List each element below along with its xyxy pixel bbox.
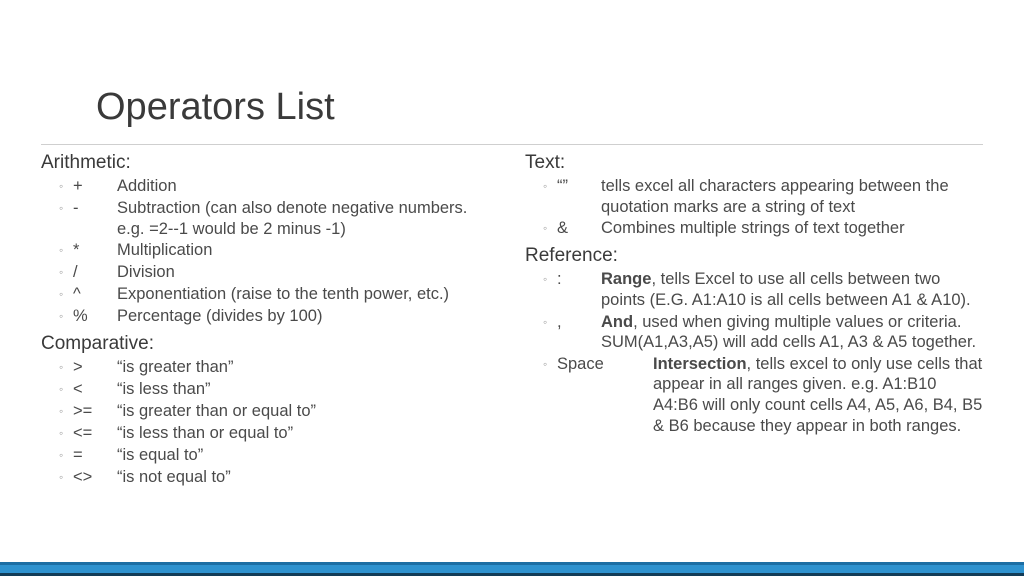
operator-rest: , used when giving multiple values or cr… xyxy=(601,313,976,352)
operator-symbol: * xyxy=(73,240,117,261)
operator-symbol: , xyxy=(557,312,601,333)
bullet-icon: ◦ xyxy=(59,379,73,400)
operator-symbol: <= xyxy=(73,423,117,444)
operator-desc: Subtraction (can also denote negative nu… xyxy=(117,198,499,239)
right-column: Text: ◦“”tells excel all characters appe… xyxy=(525,150,983,489)
operator-bold: Range xyxy=(601,270,651,288)
operator-symbol: / xyxy=(73,262,117,283)
operator-desc: “is less than or equal to” xyxy=(117,423,499,444)
bullet-icon: ◦ xyxy=(59,176,73,197)
operator-desc: Intersection, tells excel to only use ce… xyxy=(653,354,983,437)
operator-symbol: & xyxy=(557,218,601,239)
operator-symbol: = xyxy=(73,445,117,466)
bullet-icon: ◦ xyxy=(59,306,73,327)
section-text: Text: ◦“”tells excel all characters appe… xyxy=(525,152,983,239)
bullet-icon: ◦ xyxy=(543,354,557,375)
operator-desc: tells excel all characters appearing bet… xyxy=(601,176,983,217)
operator-desc: Combines multiple strings of text togeth… xyxy=(601,218,983,239)
bullet-icon: ◦ xyxy=(59,240,73,261)
footer-accent-bar xyxy=(0,562,1024,576)
list-item: ◦%Percentage (divides by 100) xyxy=(41,306,499,327)
section-comparative: Comparative: ◦>“is greater than” ◦<“is l… xyxy=(41,333,499,488)
bullet-icon: ◦ xyxy=(59,198,73,219)
section-heading: Arithmetic: xyxy=(41,152,499,174)
slide: Operators List Arithmetic: ◦+Addition ◦-… xyxy=(0,0,1024,576)
operator-symbol: % xyxy=(73,306,117,327)
slide-title: Operators List xyxy=(96,86,335,129)
footer-stripe xyxy=(0,565,1024,573)
operator-desc: Multiplication xyxy=(117,240,499,261)
left-column: Arithmetic: ◦+Addition ◦-Subtraction (ca… xyxy=(41,150,499,489)
title-underline xyxy=(41,144,983,145)
operator-desc: Range, tells Excel to use all cells betw… xyxy=(601,269,983,310)
operator-desc: “is greater than or equal to” xyxy=(117,401,499,422)
list-item: ◦/Division xyxy=(41,262,499,283)
operator-desc: And, used when giving multiple values or… xyxy=(601,312,983,353)
list-item: ◦<>“is not equal to” xyxy=(41,467,499,488)
bullet-icon: ◦ xyxy=(59,357,73,378)
bullet-icon: ◦ xyxy=(59,445,73,466)
bullet-icon: ◦ xyxy=(59,284,73,305)
list-item: ◦>“is greater than” xyxy=(41,357,499,378)
list-item: ◦=“is equal to” xyxy=(41,445,499,466)
section-reference: Reference: ◦:Range, tells Excel to use a… xyxy=(525,245,983,436)
list-item: ◦<“is less than” xyxy=(41,379,499,400)
operator-desc: Addition xyxy=(117,176,499,197)
list-item: ◦>=“is greater than or equal to” xyxy=(41,401,499,422)
operator-desc: Percentage (divides by 100) xyxy=(117,306,499,327)
list-item: ◦-Subtraction (can also denote negative … xyxy=(41,198,499,239)
operator-desc: “is equal to” xyxy=(117,445,499,466)
section-heading: Reference: xyxy=(525,245,983,267)
list-item: ◦:Range, tells Excel to use all cells be… xyxy=(525,269,983,310)
operator-symbol: + xyxy=(73,176,117,197)
bullet-icon: ◦ xyxy=(59,401,73,422)
list-item: ◦*Multiplication xyxy=(41,240,499,261)
bullet-icon: ◦ xyxy=(543,312,557,333)
operator-desc: “is not equal to” xyxy=(117,467,499,488)
list-item: ◦^Exponentiation (raise to the tenth pow… xyxy=(41,284,499,305)
operator-symbol: >= xyxy=(73,401,117,422)
bullet-icon: ◦ xyxy=(59,423,73,444)
operator-symbol: - xyxy=(73,198,117,219)
bullet-icon: ◦ xyxy=(543,176,557,197)
operator-symbol: < xyxy=(73,379,117,400)
operator-rest: , tells Excel to use all cells between t… xyxy=(601,270,971,309)
list-item: ◦&Combines multiple strings of text toge… xyxy=(525,218,983,239)
operator-bold: And xyxy=(601,313,633,331)
list-item: ◦<=“is less than or equal to” xyxy=(41,423,499,444)
section-arithmetic: Arithmetic: ◦+Addition ◦-Subtraction (ca… xyxy=(41,152,499,327)
operator-desc: “is less than” xyxy=(117,379,499,400)
list-item: ◦SpaceIntersection, tells excel to only … xyxy=(525,354,983,437)
operator-desc: Exponentiation (raise to the tenth power… xyxy=(117,284,499,305)
operator-desc: Division xyxy=(117,262,499,283)
operator-symbol: <> xyxy=(73,467,117,488)
operator-symbol: Space xyxy=(557,354,653,375)
operator-symbol: : xyxy=(557,269,601,290)
content-columns: Arithmetic: ◦+Addition ◦-Subtraction (ca… xyxy=(41,150,983,489)
bullet-icon: ◦ xyxy=(543,269,557,290)
list-item: ◦+Addition xyxy=(41,176,499,197)
bullet-icon: ◦ xyxy=(59,467,73,488)
operator-bold: Intersection xyxy=(653,355,747,373)
operator-desc: “is greater than” xyxy=(117,357,499,378)
bullet-icon: ◦ xyxy=(543,218,557,239)
list-item: ◦“”tells excel all characters appearing … xyxy=(525,176,983,217)
operator-symbol: “” xyxy=(557,176,601,197)
section-heading: Text: xyxy=(525,152,983,174)
operator-symbol: > xyxy=(73,357,117,378)
operator-symbol: ^ xyxy=(73,284,117,305)
section-heading: Comparative: xyxy=(41,333,499,355)
bullet-icon: ◦ xyxy=(59,262,73,283)
list-item: ◦,And, used when giving multiple values … xyxy=(525,312,983,353)
